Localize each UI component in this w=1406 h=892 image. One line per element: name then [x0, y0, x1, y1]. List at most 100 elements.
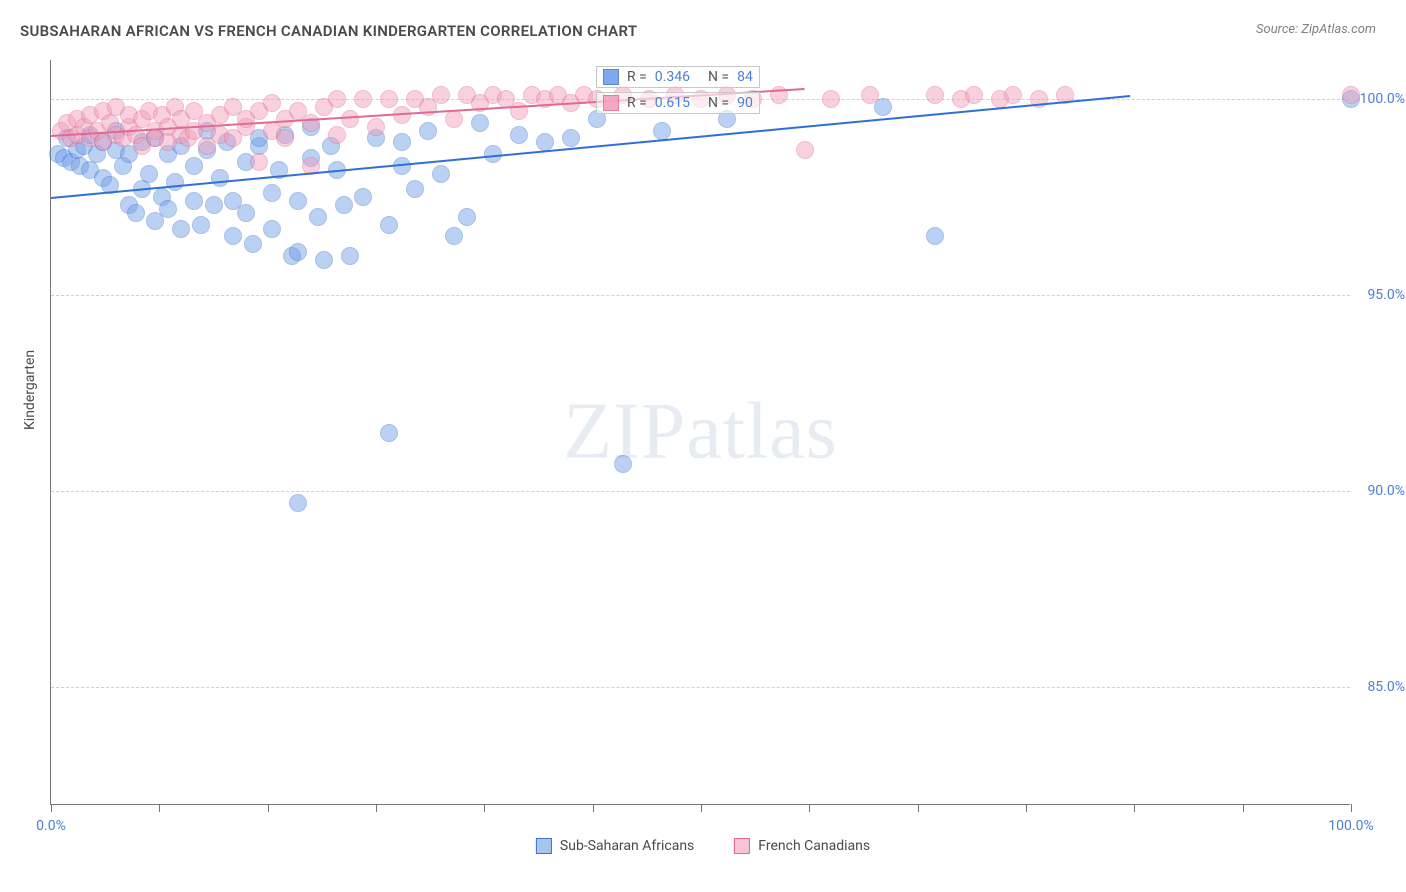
data-point-subsaharan [309, 208, 327, 226]
y-tick-label: 95.0% [1367, 287, 1405, 303]
legend-label-subsaharan: Sub-Saharan Africans [560, 838, 694, 854]
data-point-frenchcanadian [926, 86, 944, 104]
x-tick [809, 804, 810, 812]
x-tick [51, 804, 52, 812]
x-tick [1026, 804, 1027, 812]
data-point-subsaharan [263, 220, 281, 238]
data-point-frenchcanadian [1342, 86, 1360, 104]
data-point-frenchcanadian [796, 141, 814, 159]
data-point-frenchcanadian [250, 153, 268, 171]
data-point-frenchcanadian [822, 90, 840, 108]
n-value: 84 [737, 69, 753, 85]
data-point-subsaharan [562, 129, 580, 147]
data-point-frenchcanadian [328, 90, 346, 108]
correlation-row-frenchcanadian: R = 0.615 N = 90 [596, 92, 760, 114]
data-point-frenchcanadian [1004, 86, 1022, 104]
y-tick-label: 90.0% [1367, 483, 1405, 499]
data-point-subsaharan [614, 455, 632, 473]
data-point-subsaharan [419, 122, 437, 140]
data-point-subsaharan [289, 192, 307, 210]
chart-title: SUBSAHARAN AFRICAN VS FRENCH CANADIAN KI… [20, 22, 637, 40]
n-label: N = [708, 95, 729, 111]
data-point-frenchcanadian [367, 118, 385, 136]
data-point-subsaharan [289, 243, 307, 261]
data-point-subsaharan [445, 227, 463, 245]
data-point-subsaharan [127, 204, 145, 222]
data-point-subsaharan [185, 157, 203, 175]
data-point-subsaharan [341, 247, 359, 265]
data-point-frenchcanadian [380, 90, 398, 108]
x-tick [918, 804, 919, 812]
gridline [51, 687, 1350, 688]
legend: Sub-Saharan Africans French Canadians [536, 838, 870, 854]
data-point-subsaharan [185, 192, 203, 210]
correlation-swatch-icon [603, 95, 619, 111]
data-point-subsaharan [510, 126, 528, 144]
data-point-frenchcanadian [861, 86, 879, 104]
data-point-frenchcanadian [445, 110, 463, 128]
y-axis-label: Kindergarten [22, 350, 38, 430]
x-tick [701, 804, 702, 812]
data-point-subsaharan [536, 133, 554, 151]
data-point-frenchcanadian [302, 114, 320, 132]
legend-item-subsaharan: Sub-Saharan Africans [536, 838, 694, 854]
data-point-subsaharan [263, 184, 281, 202]
data-point-frenchcanadian [354, 90, 372, 108]
x-tick [1351, 804, 1352, 812]
data-point-subsaharan [172, 220, 190, 238]
x-tick [376, 804, 377, 812]
data-point-frenchcanadian [965, 86, 983, 104]
data-point-subsaharan [393, 133, 411, 151]
data-point-frenchcanadian [328, 126, 346, 144]
data-point-subsaharan [205, 196, 223, 214]
gridline [51, 295, 1350, 296]
x-tick-label: 100.0% [1328, 818, 1373, 834]
data-point-subsaharan [244, 235, 262, 253]
data-point-subsaharan [432, 165, 450, 183]
x-tick [268, 804, 269, 812]
legend-swatch-subsaharan [536, 838, 552, 854]
y-tick-label: 85.0% [1367, 679, 1405, 695]
n-label: N = [708, 69, 729, 85]
r-value: 0.615 [655, 95, 690, 111]
legend-label-frenchcanadian: French Canadians [758, 838, 870, 854]
watermark-atlas: atlas [686, 388, 838, 476]
correlation-swatch-icon [603, 69, 619, 85]
correlation-row-subsaharan: R = 0.346 N = 84 [596, 66, 760, 88]
data-point-subsaharan [192, 216, 210, 234]
x-tick [1243, 804, 1244, 812]
r-label: R = [627, 95, 647, 111]
data-point-subsaharan [289, 494, 307, 512]
data-point-subsaharan [653, 122, 671, 140]
data-point-subsaharan [406, 180, 424, 198]
x-tick [159, 804, 160, 812]
x-tick [1134, 804, 1135, 812]
data-point-frenchcanadian [432, 86, 450, 104]
data-point-subsaharan [335, 196, 353, 214]
data-point-subsaharan [140, 165, 158, 183]
data-point-frenchcanadian [341, 110, 359, 128]
r-label: R = [627, 69, 647, 85]
data-point-subsaharan [354, 188, 372, 206]
y-tick-label: 100.0% [1360, 91, 1405, 107]
watermark: ZIPatlas [563, 387, 838, 478]
x-tick [484, 804, 485, 812]
data-point-subsaharan [458, 208, 476, 226]
data-point-subsaharan [380, 424, 398, 442]
r-value: 0.346 [655, 69, 690, 85]
scatter-plot-area: ZIPatlas 85.0%90.0%95.0%100.0%0.0%100.0%… [50, 60, 1350, 805]
data-point-subsaharan [315, 251, 333, 269]
n-value: 90 [737, 95, 753, 111]
data-point-subsaharan [211, 169, 229, 187]
legend-swatch-frenchcanadian [734, 838, 750, 854]
data-point-subsaharan [471, 114, 489, 132]
data-point-subsaharan [926, 227, 944, 245]
source-attribution: Source: ZipAtlas.com [1256, 22, 1376, 37]
data-point-subsaharan [159, 200, 177, 218]
data-point-frenchcanadian [276, 129, 294, 147]
data-point-subsaharan [224, 227, 242, 245]
x-tick [593, 804, 594, 812]
data-point-subsaharan [380, 216, 398, 234]
gridline [51, 491, 1350, 492]
legend-item-frenchcanadian: French Canadians [734, 838, 870, 854]
